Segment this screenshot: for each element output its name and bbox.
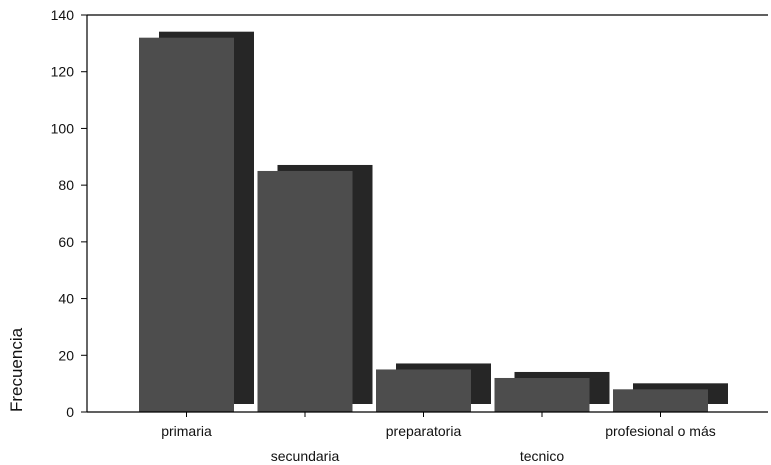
bar — [376, 369, 471, 412]
y-tick-label: 140 — [51, 7, 75, 23]
y-tick-label: 0 — [66, 404, 74, 420]
y-tick-label: 20 — [58, 347, 74, 363]
x-tick-label: secundaria — [271, 448, 340, 464]
y-tick-label: 60 — [58, 234, 74, 250]
y-tick-label: 40 — [58, 291, 74, 307]
x-axis-ticks: primaria secundaria preparatoria tecnico pro… — [161, 412, 716, 464]
axes-group — [86, 14, 768, 413]
y-tick-label: 80 — [58, 177, 74, 193]
y-axis-ticks: 0 20 40 60 80 100 120 140 — [51, 7, 87, 420]
bar — [494, 377, 590, 412]
bar — [139, 37, 234, 412]
y-tick-label: 100 — [51, 120, 75, 136]
x-tick-label: primaria — [161, 423, 212, 439]
bar — [257, 170, 353, 412]
bar — [613, 389, 708, 412]
x-tick-label: profesional o más — [605, 423, 716, 439]
x-tick-label: tecnico — [520, 448, 565, 464]
x-tick-label: preparatoria — [386, 423, 462, 439]
y-axis-label: Frecuencia — [7, 327, 26, 412]
y-tick-label: 120 — [51, 64, 75, 80]
bars-group — [139, 31, 728, 412]
